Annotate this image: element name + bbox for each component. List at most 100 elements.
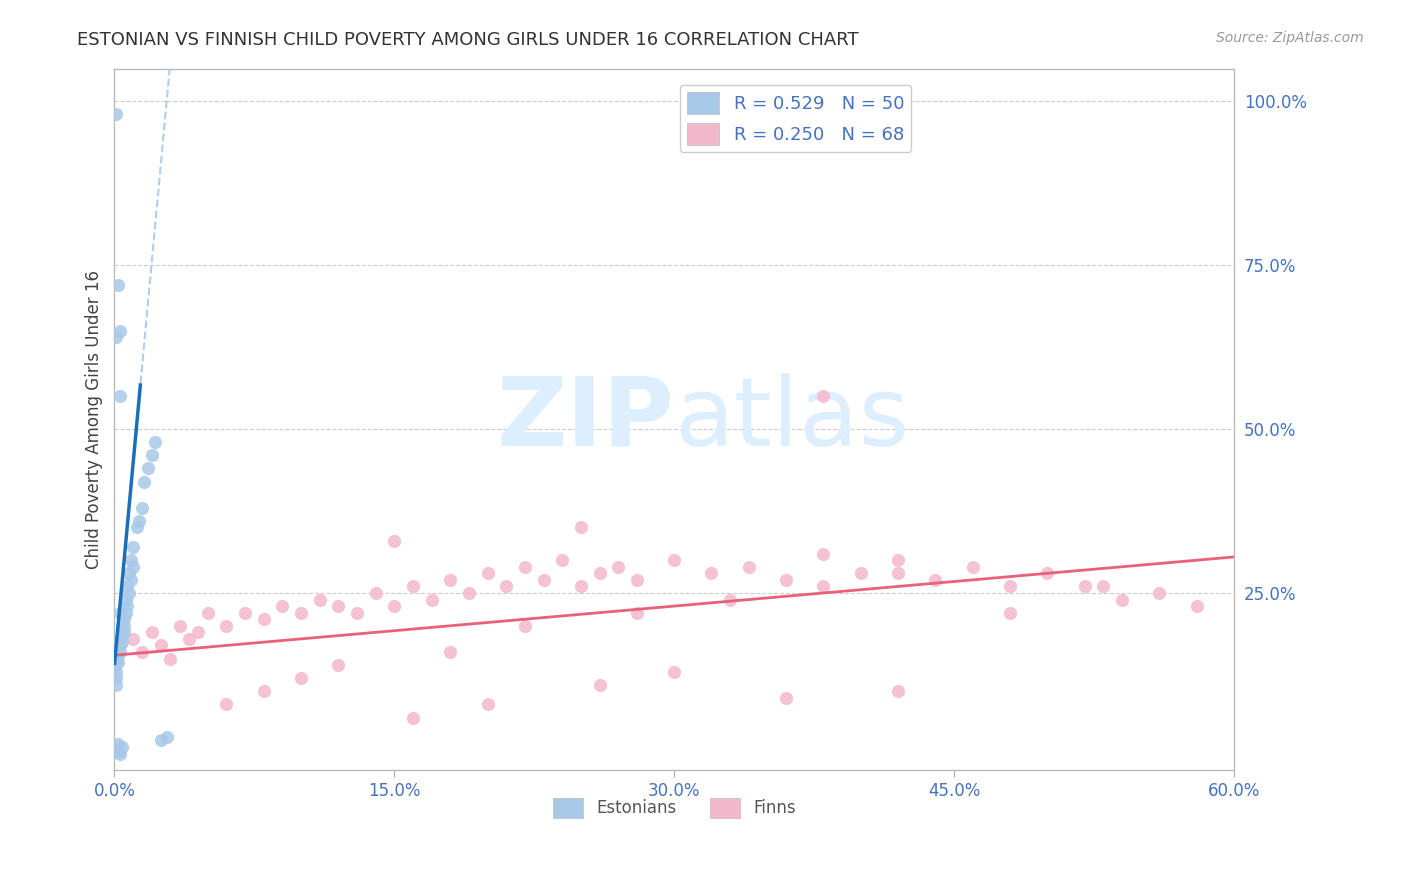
Point	[111, 622, 134, 636]
Point	[105, 743, 128, 757]
Point	[215, 698, 238, 712]
Point	[134, 475, 156, 489]
Point	[439, 573, 461, 587]
Point	[328, 658, 350, 673]
Point	[477, 566, 499, 581]
Point	[105, 665, 128, 679]
Point	[775, 690, 797, 705]
Point	[402, 710, 425, 724]
Text: ZIP: ZIP	[496, 373, 673, 466]
Point	[495, 579, 517, 593]
Point	[108, 606, 131, 620]
Point	[346, 606, 368, 620]
Point	[105, 678, 128, 692]
Point	[439, 645, 461, 659]
Point	[626, 606, 648, 620]
Point	[105, 658, 128, 673]
Point	[813, 389, 835, 403]
Point	[122, 540, 145, 554]
Point	[107, 277, 129, 292]
Point	[197, 606, 219, 620]
Point	[150, 639, 173, 653]
Point	[290, 606, 312, 620]
Point	[159, 651, 181, 665]
Point	[107, 648, 129, 663]
Point	[458, 586, 481, 600]
Point	[662, 665, 685, 679]
Point	[112, 612, 135, 626]
Point	[233, 606, 256, 620]
Point	[215, 619, 238, 633]
Point	[308, 592, 330, 607]
Point	[813, 547, 835, 561]
Point	[108, 747, 131, 761]
Point	[111, 740, 134, 755]
Point	[114, 592, 136, 607]
Point	[533, 573, 555, 587]
Point	[569, 520, 592, 534]
Point	[187, 625, 209, 640]
Point	[120, 573, 142, 587]
Point	[108, 324, 131, 338]
Point	[420, 592, 443, 607]
Point	[169, 619, 191, 633]
Point	[849, 566, 872, 581]
Point	[107, 745, 129, 759]
Point	[108, 645, 131, 659]
Point	[105, 330, 128, 344]
Point	[128, 514, 150, 528]
Point	[738, 559, 761, 574]
Point	[125, 520, 148, 534]
Point	[111, 635, 134, 649]
Point	[120, 553, 142, 567]
Point	[105, 645, 128, 659]
Text: ESTONIAN VS FINNISH CHILD POVERTY AMONG GIRLS UNDER 16 CORRELATION CHART: ESTONIAN VS FINNISH CHILD POVERTY AMONG …	[77, 31, 859, 49]
Text: atlas: atlas	[673, 373, 910, 466]
Point	[156, 730, 179, 744]
Point	[271, 599, 294, 613]
Point	[290, 671, 312, 685]
Point	[118, 566, 141, 581]
Point	[131, 645, 153, 659]
Point	[105, 107, 128, 121]
Point	[513, 559, 536, 574]
Point	[700, 566, 723, 581]
Point	[112, 625, 135, 640]
Point	[513, 619, 536, 633]
Point	[105, 671, 128, 685]
Point	[962, 559, 984, 574]
Point	[253, 684, 276, 698]
Point	[718, 592, 741, 607]
Point	[1149, 586, 1171, 600]
Point	[1185, 599, 1208, 613]
Point	[107, 635, 129, 649]
Point	[112, 619, 135, 633]
Point	[105, 651, 128, 665]
Point	[998, 606, 1021, 620]
Point	[1111, 592, 1133, 607]
Point	[118, 586, 141, 600]
Point	[145, 435, 167, 450]
Point	[588, 678, 610, 692]
Point	[1073, 579, 1095, 593]
Point	[107, 655, 129, 669]
Point	[105, 639, 128, 653]
Point	[141, 625, 163, 640]
Point	[117, 579, 139, 593]
Point	[477, 698, 499, 712]
Point	[364, 586, 387, 600]
Point	[114, 606, 136, 620]
Point	[150, 733, 173, 747]
Point	[569, 579, 592, 593]
Text: Source: ZipAtlas.com: Source: ZipAtlas.com	[1216, 31, 1364, 45]
Point	[122, 632, 145, 646]
Point	[382, 599, 405, 613]
Point	[107, 641, 129, 656]
Point	[141, 448, 163, 462]
Point	[662, 553, 685, 567]
Point	[551, 553, 574, 567]
Point	[1092, 579, 1115, 593]
Legend: Estonians, Finns: Estonians, Finns	[546, 791, 803, 825]
Point	[887, 684, 910, 698]
Point	[108, 639, 131, 653]
